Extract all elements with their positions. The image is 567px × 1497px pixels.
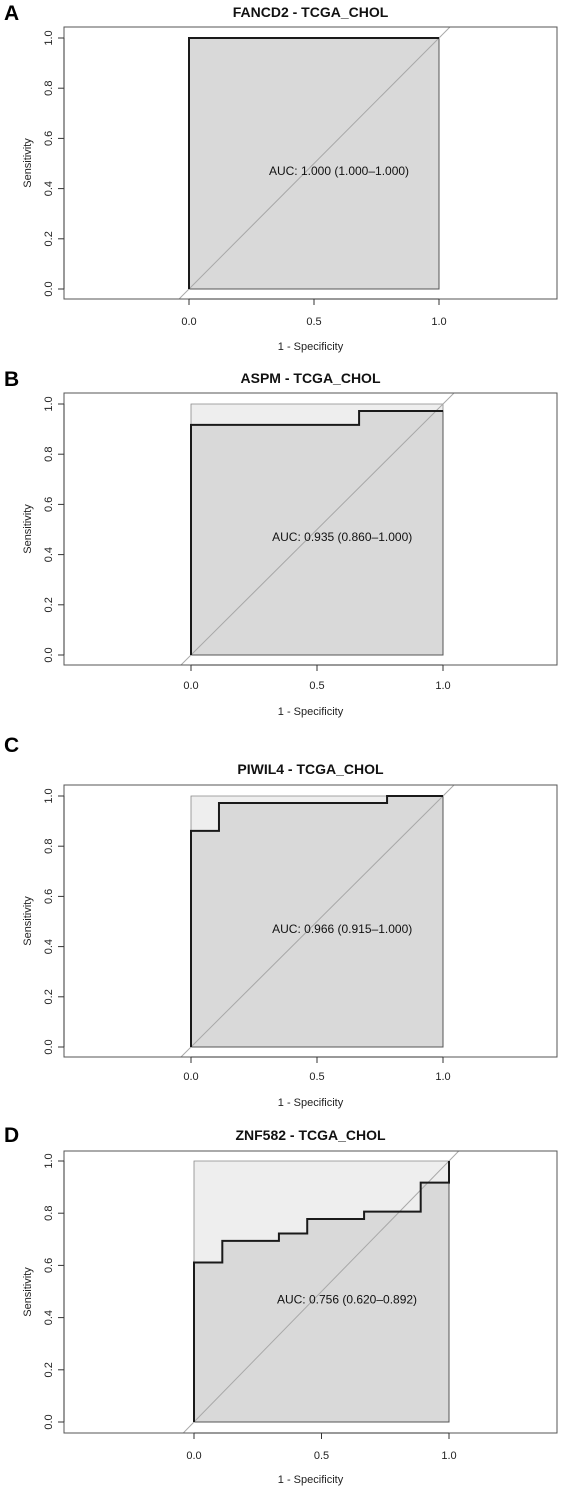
panel-label: C [4, 734, 20, 757]
y-tick-label: 0.4 [43, 1310, 55, 1325]
x-tick-label: 1.0 [431, 316, 446, 328]
panel-label: B [4, 368, 20, 391]
reference-diagonal [182, 1151, 460, 1433]
y-tick-label: 1.0 [43, 30, 55, 45]
y-tick-label: 0.6 [43, 131, 55, 146]
y-tick-label: 0.2 [43, 1362, 55, 1377]
roc-chart: ZNF582 - TCGA_CHOL 0.0 0.2 0.4 0.6 0.8 1.0 0.0 0… [22, 1127, 558, 1486]
y-tick-label: 0.6 [43, 889, 55, 904]
x-axis-label: 1 - Specificity [278, 1097, 344, 1109]
roc-panel-d: D ZNF582 - TCGA_CHOL 0.0 0.2 0.4 0.6 0.8 1.0 0.… [0, 1122, 567, 1492]
roc-chart: ASPM - TCGA_CHOL 0.0 0.2 0.4 0.6 0.8 1.0 0.0 0.5… [22, 370, 558, 718]
y-tick-label: 0.0 [43, 281, 55, 296]
y-axis-label: Sensitivity [22, 896, 34, 946]
roc-chart: FANCD2 - TCGA_CHOL 0.0 0.2 0.4 0.6 0.8 1.0 0.0 0… [22, 4, 558, 353]
panel-label: D [4, 1124, 20, 1147]
x-tick-label: 1.0 [435, 680, 450, 692]
y-tick-label: 0.6 [43, 497, 55, 512]
y-tick-label: 0.2 [43, 989, 55, 1004]
x-axis-label: 1 - Specificity [278, 706, 344, 718]
x-tick-label: 0.0 [186, 1450, 201, 1462]
roc-panel-c: C PIWIL4 - TCGA_CHOL 0.0 0.2 0.4 0.6 0.8 1.0 0.… [0, 732, 567, 1122]
y-axis-label: Sensitivity [22, 138, 34, 188]
x-axis-label: 1 - Specificity [278, 1474, 344, 1486]
y-tick-label: 0.4 [43, 939, 55, 954]
chart-title: ASPM - TCGA_CHOL [241, 370, 381, 386]
x-tick-label: 0.0 [181, 316, 196, 328]
reference-diagonal [178, 27, 451, 299]
y-tick-label: 0.2 [43, 597, 55, 612]
y-tick-label: 1.0 [43, 1153, 55, 1168]
y-tick-label: 0.2 [43, 231, 55, 246]
x-tick-label: 0.5 [309, 1071, 324, 1083]
y-axis-label: Sensitivity [22, 504, 34, 554]
x-axis-label: 1 - Specificity [278, 341, 344, 353]
roc-curve [190, 795, 443, 1047]
x-tick-label: 0.0 [183, 680, 198, 692]
y-tick-label: 0.4 [43, 547, 55, 562]
roc-panel-a: A FANCD2 - TCGA_CHOL 0.0 0.2 0.4 0.6 0.8 1.0 0.… [0, 0, 567, 366]
x-tick-label: 0.5 [314, 1450, 329, 1462]
auc-annotation: AUC: 1.000 (1.000–1.000) [269, 164, 409, 178]
y-tick-label: 0.6 [43, 1258, 55, 1273]
auc-annotation: AUC: 0.966 (0.915–1.000) [272, 922, 412, 936]
x-tick-label: 0.5 [306, 316, 321, 328]
auc-annotation: AUC: 0.935 (0.860–1.000) [272, 530, 412, 544]
x-tick-label: 1.0 [435, 1071, 450, 1083]
y-tick-label: 0.8 [43, 447, 55, 462]
roc-chart: PIWIL4 - TCGA_CHOL 0.0 0.2 0.4 0.6 0.8 1.0 0.0 0… [22, 761, 558, 1109]
y-tick-label: 1.0 [43, 788, 55, 803]
x-tick-label: 1.0 [441, 1450, 456, 1462]
chart-title: ZNF582 - TCGA_CHOL [235, 1127, 386, 1143]
panel-label: A [4, 2, 20, 25]
roc-curve [193, 1161, 450, 1422]
roc-curve [188, 37, 439, 289]
y-tick-label: 0.0 [43, 1039, 55, 1054]
y-tick-label: 1.0 [43, 396, 55, 411]
auc-annotation: AUC: 0.756 (0.620–0.892) [277, 1292, 417, 1306]
chart-title: FANCD2 - TCGA_CHOL [233, 4, 389, 20]
reference-diagonal [180, 785, 455, 1057]
y-tick-label: 0.4 [43, 181, 55, 196]
x-tick-label: 0.0 [183, 1071, 198, 1083]
y-tick-label: 0.0 [43, 647, 55, 662]
chart-title: PIWIL4 - TCGA_CHOL [237, 761, 384, 777]
reference-diagonal [180, 393, 455, 665]
y-tick-label: 0.8 [43, 1206, 55, 1221]
x-tick-label: 0.5 [309, 680, 324, 692]
roc-curve [190, 410, 443, 655]
y-tick-label: 0.8 [43, 81, 55, 96]
y-axis-label: Sensitivity [22, 1267, 34, 1317]
y-tick-label: 0.0 [43, 1414, 55, 1429]
y-tick-label: 0.8 [43, 839, 55, 854]
roc-panel-b: B ASPM - TCGA_CHOL 0.0 0.2 0.4 0.6 0.8 1.0 0.0 0… [0, 366, 567, 732]
